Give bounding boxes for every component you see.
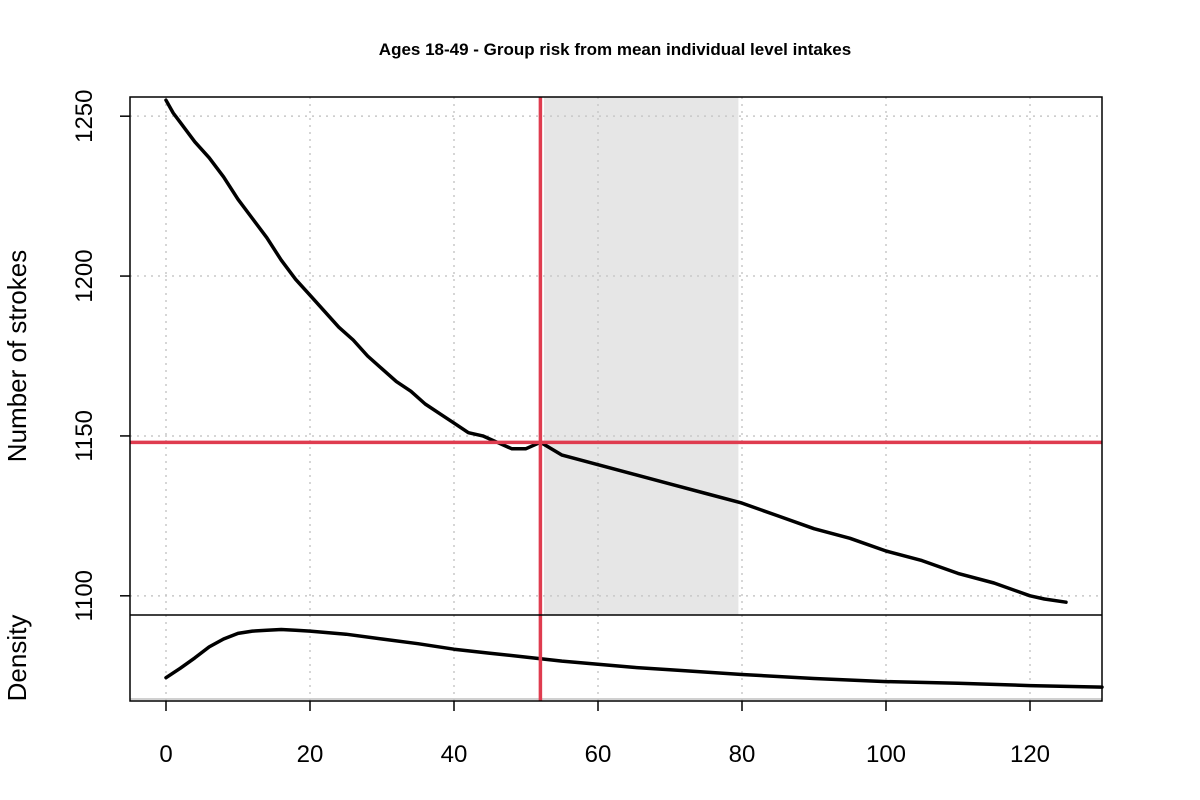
x-tick-label: 120: [1010, 741, 1050, 768]
density-label: Density: [2, 615, 32, 702]
x-tick-label: 20: [297, 741, 324, 768]
y-tick-label: 1200: [71, 249, 98, 302]
x-tick-label: 0: [159, 741, 172, 768]
y-tick-label: 1250: [71, 90, 98, 143]
series-line-0: [164, 98, 1068, 604]
density-line: [164, 627, 1104, 689]
x-tick-label: 60: [585, 741, 612, 768]
x-tick-label: 40: [441, 741, 468, 768]
x-tick-label: 100: [866, 741, 906, 768]
chart-title: Ages 18-49 - Group risk from mean indivi…: [379, 40, 851, 59]
y-axis-label: Number of strokes: [2, 250, 32, 462]
plot-area: 0 20 40 60 80 100 120 1100 1150 1200 1250: [71, 90, 1104, 768]
shaded-interval: [544, 97, 739, 615]
x-tick-label: 80: [729, 741, 756, 768]
y-tick-label: 1150: [71, 410, 98, 462]
plot-frame: [129, 96, 1103, 702]
y-tick-label: 1100: [71, 570, 98, 622]
